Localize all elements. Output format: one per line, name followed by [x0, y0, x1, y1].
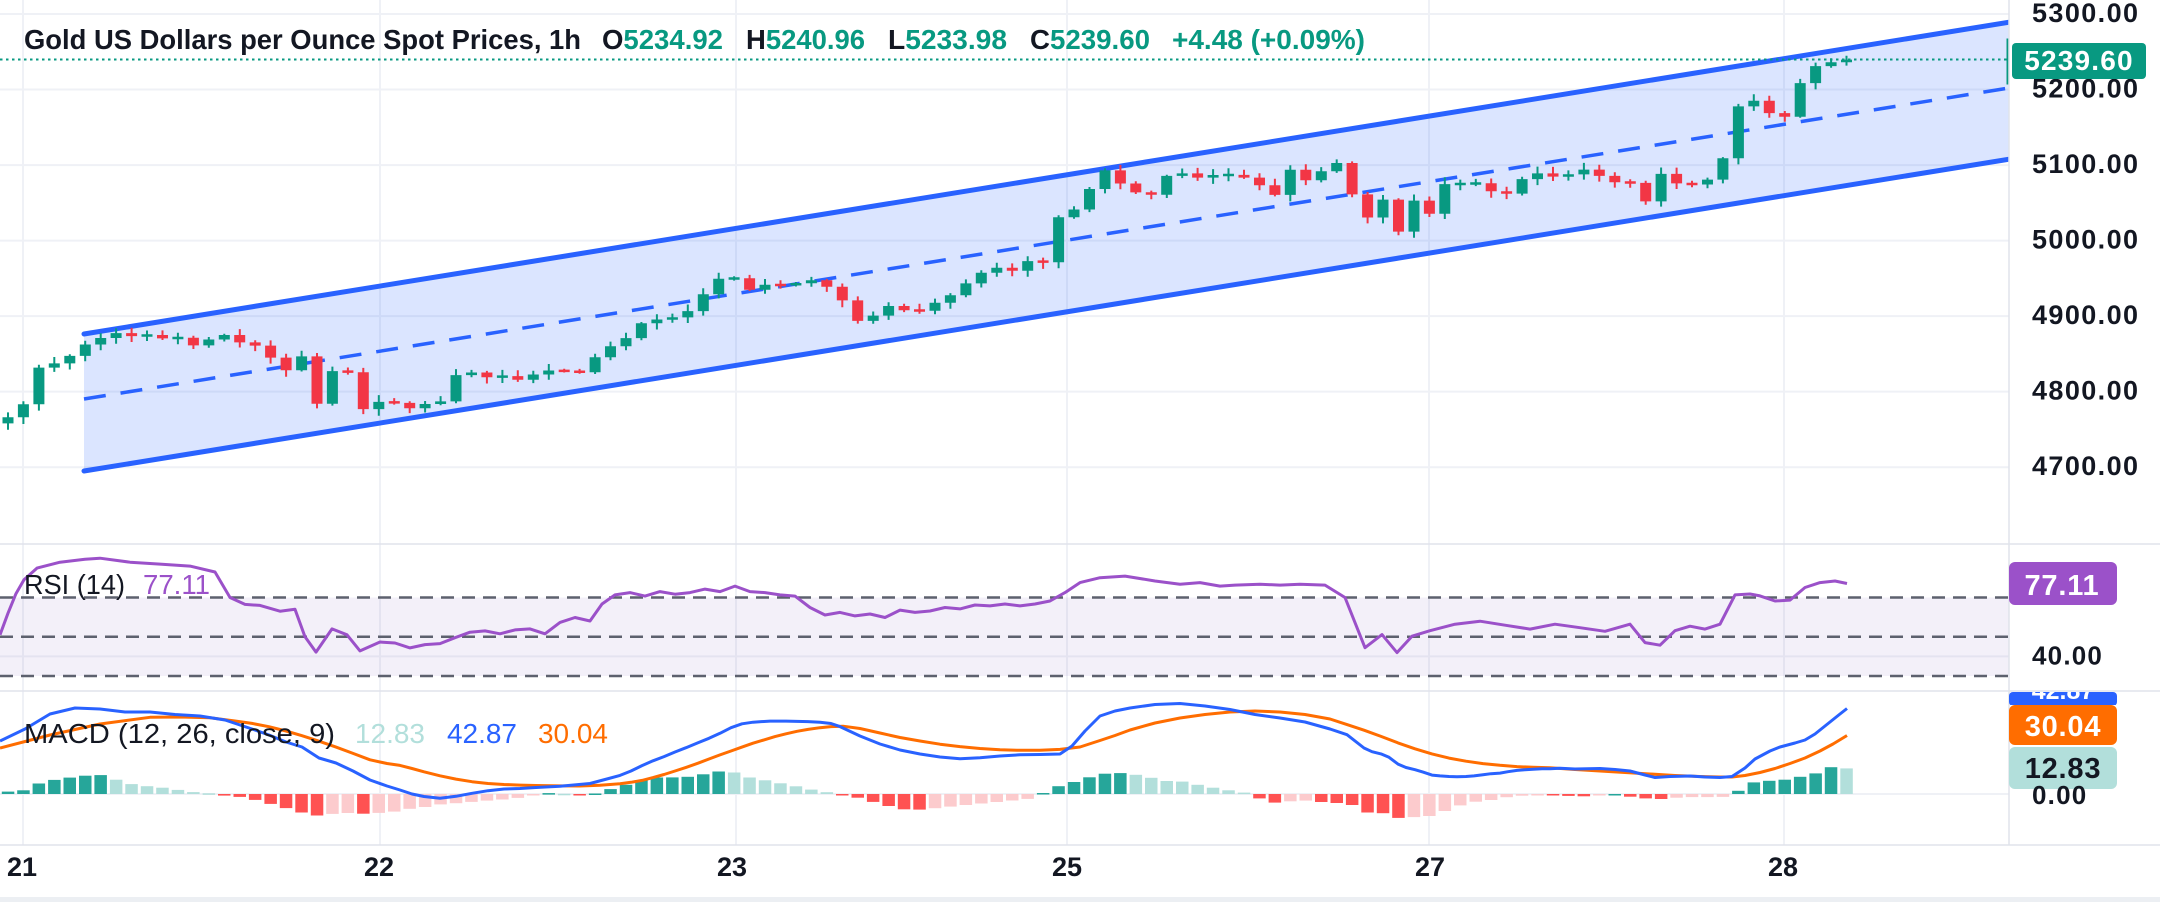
svg-text:5300.00: 5300.00 [2032, 0, 2139, 28]
svg-text:23: 23 [717, 852, 747, 882]
svg-text:21: 21 [7, 852, 37, 882]
svg-text:0.00: 0.00 [2032, 780, 2087, 810]
svg-text:28: 28 [1768, 852, 1798, 882]
svg-text:12.83: 12.83 [2025, 753, 2102, 785]
svg-text:25: 25 [1052, 852, 1082, 882]
svg-text:4900.00: 4900.00 [2032, 300, 2139, 330]
svg-text:40.00: 40.00 [2032, 640, 2103, 670]
svg-text:4700.00: 4700.00 [2032, 451, 2139, 481]
svg-text:5239.60: 5239.60 [2024, 45, 2134, 76]
svg-text:RSI (14)77.11: RSI (14) 77.11 [24, 569, 210, 600]
svg-text:5000.00: 5000.00 [2032, 225, 2139, 255]
svg-text:27: 27 [1415, 852, 1445, 882]
svg-text:30.04: 30.04 [2025, 711, 2102, 743]
svg-text:5100.00: 5100.00 [2032, 149, 2139, 179]
svg-text:77.11: 77.11 [2025, 570, 2100, 602]
svg-text:Gold US Dollars per Ounce Spot: Gold US Dollars per Ounce Spot Prices, 1… [24, 24, 1365, 55]
svg-text:4800.00: 4800.00 [2032, 376, 2139, 406]
svg-text:22: 22 [364, 852, 394, 882]
svg-text:42.87: 42.87 [2032, 677, 2095, 705]
